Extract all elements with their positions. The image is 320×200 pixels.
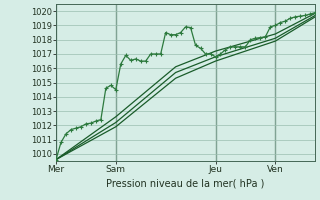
X-axis label: Pression niveau de la mer( hPa ): Pression niveau de la mer( hPa )	[107, 178, 265, 188]
